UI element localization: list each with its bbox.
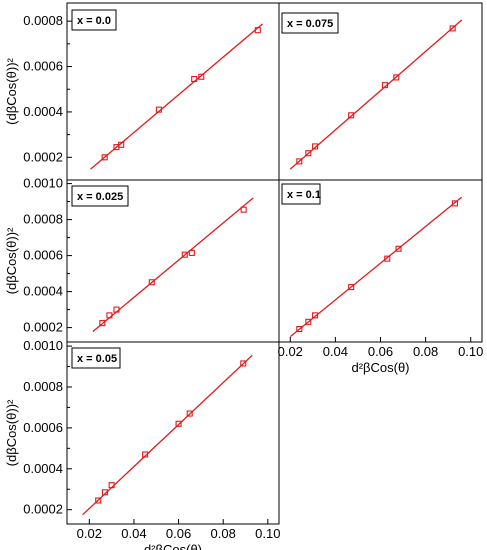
fit-line <box>92 197 254 333</box>
x-tick-label: 0.08 <box>413 344 438 359</box>
y-tick-label: 0.0004 <box>23 284 63 299</box>
x-tick-label: 0.04 <box>121 526 146 541</box>
x-tick-label: 0.02 <box>77 526 102 541</box>
y-tick-label: 0.0004 <box>23 461 63 476</box>
data-point <box>148 279 155 286</box>
data-point <box>451 200 458 207</box>
data-point <box>240 206 247 213</box>
data-point <box>348 284 355 291</box>
x-axis-title: d²βCos(θ) <box>144 542 202 550</box>
y-axis-title: (dβCos(θ))² <box>4 399 19 466</box>
plot-frame <box>66 341 280 525</box>
x-tick-label: 0.10 <box>458 344 483 359</box>
legend-box <box>71 185 129 207</box>
data-point <box>118 141 125 148</box>
data-point <box>188 249 195 256</box>
y-tick-label: 0.0008 <box>23 379 63 394</box>
data-point <box>312 143 319 150</box>
y-tick-label: 0.0002 <box>23 502 63 517</box>
x-tick-label: 0.06 <box>166 526 191 541</box>
data-point <box>348 112 355 119</box>
x-axis-title: d²βCos(θ) <box>351 360 409 375</box>
data-point <box>186 410 193 417</box>
chart-panel-2: x = 0.075 <box>278 2 483 181</box>
y-tick-label: 0.0002 <box>23 149 63 164</box>
x-tick-label: 0.08 <box>211 526 236 541</box>
data-point <box>395 245 402 252</box>
data-point <box>296 325 303 333</box>
y-tick-label: 0.0006 <box>23 248 63 263</box>
data-point <box>95 497 102 504</box>
data-point <box>155 106 162 113</box>
data-point <box>381 82 389 89</box>
data-point <box>175 420 182 427</box>
data-point <box>240 360 247 367</box>
fit-line <box>82 354 253 516</box>
data-point <box>296 158 303 165</box>
data-point <box>384 255 391 262</box>
fit-line <box>90 23 263 170</box>
y-axis-title: (dβCos(θ))² <box>4 57 19 124</box>
data-point <box>101 489 108 496</box>
y-tick-label: 0.0002 <box>23 320 63 335</box>
legend-box <box>281 183 321 205</box>
chart-panel-4: 0.02 0.04 0.06 0.08 0.10 x = 0.1 d²βCos(θ) <box>278 179 483 375</box>
data-point <box>305 318 312 325</box>
data-point <box>305 150 312 157</box>
legend-box <box>71 347 121 369</box>
data-point <box>99 320 106 327</box>
data-point <box>191 75 198 83</box>
data-point <box>108 482 115 489</box>
legend-box <box>281 12 339 34</box>
chart-panel-1: 0.0002 0.0004 0.0006 0.0008 x = 0.0 (dβCos(θ)… <box>4 2 280 181</box>
y-tick-label: 0.0004 <box>23 104 63 119</box>
data-point <box>101 154 108 161</box>
legend-label: x = 0.0 <box>77 15 111 27</box>
y-tick-label: 0.0008 <box>23 212 63 227</box>
x-tick-label: 0.10 <box>255 526 280 541</box>
legend-label: x = 0.025 <box>77 191 123 203</box>
legend-label: x = 0.05 <box>77 353 117 365</box>
data-point <box>181 251 188 258</box>
data-point <box>106 312 113 319</box>
x-tick-label: 0.06 <box>368 344 393 359</box>
legend-label: x = 0.075 <box>287 18 333 30</box>
legend-label: x = 0.1 <box>287 189 321 201</box>
y-tick-label: 0.0006 <box>23 59 63 74</box>
y-tick-label: 0.0006 <box>23 420 63 435</box>
data-point <box>312 312 319 319</box>
chart-panel-5: 0.0002 0.0004 0.0006 0.0008 0.0010 0.02 0.04 0.… <box>4 338 280 550</box>
y-tick-label: 0.0010 <box>23 338 63 353</box>
data-point <box>393 74 400 81</box>
chart-panel-3: 0.0002 0.0004 0.0006 0.0008 0.0010 x = 0.025 (… <box>4 176 280 343</box>
y-tick-label: 0.0010 <box>23 176 63 191</box>
legend-box <box>71 9 117 31</box>
fit-line <box>289 196 463 338</box>
data-point <box>113 306 120 313</box>
fit-line <box>289 19 463 170</box>
data-point <box>254 27 261 34</box>
y-tick-label: 0.0008 <box>23 13 63 28</box>
data-point <box>198 73 205 80</box>
data-point <box>142 451 149 458</box>
y-axis-title: (dβCos(θ))² <box>4 227 19 294</box>
data-point <box>449 25 456 32</box>
x-tick-label: 0.04 <box>323 344 348 359</box>
x-tick-label: 0.02 <box>278 344 303 359</box>
